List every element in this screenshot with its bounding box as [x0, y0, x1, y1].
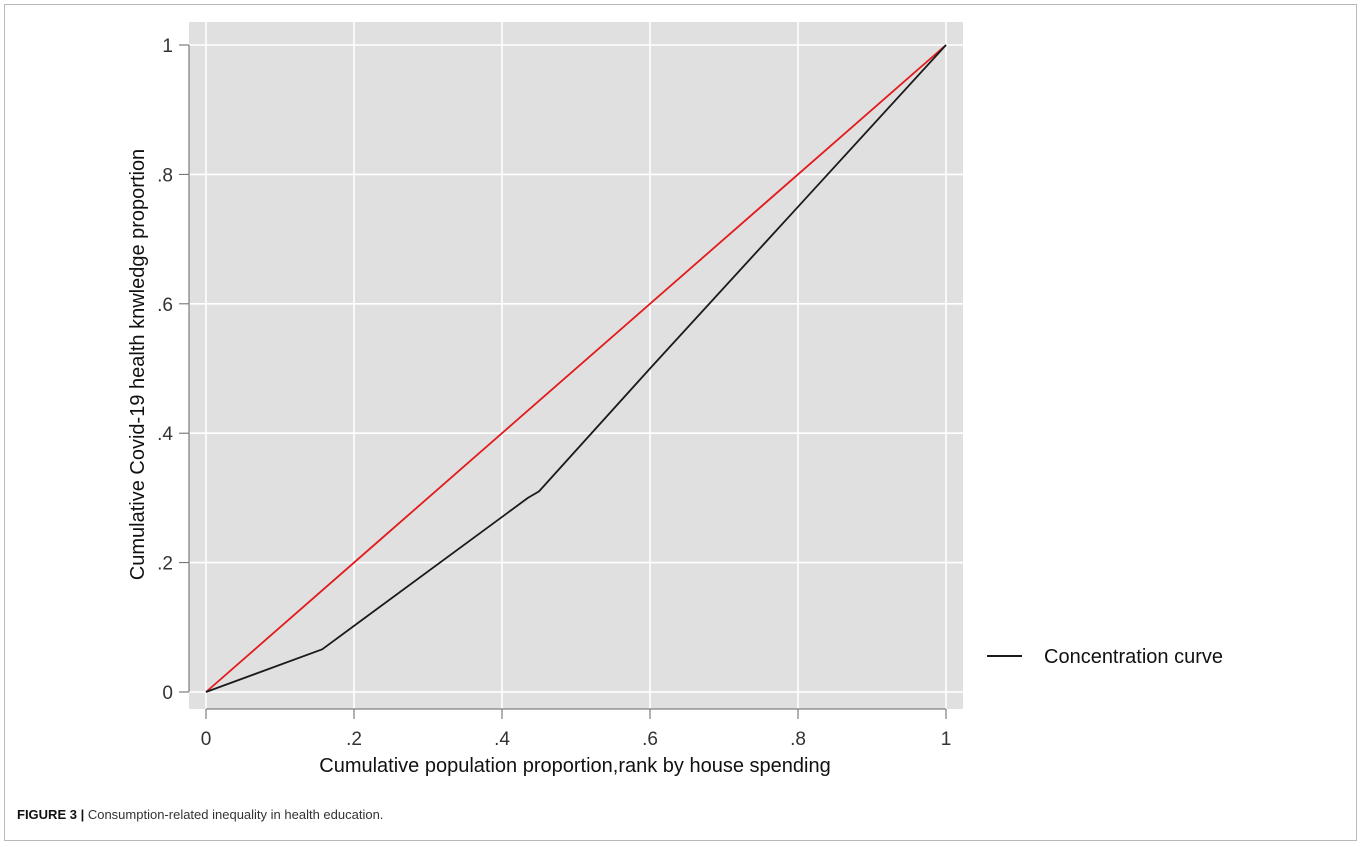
y-tick-label: .2: [157, 554, 173, 575]
y-tick-label: 0: [162, 683, 173, 704]
concentration-chart: 0 .2 .4 .6 .8 1 0 .2 .4 .6 .8 1 Cumulative populati…: [127, 22, 1223, 777]
x-tick-label: .2: [346, 729, 362, 750]
x-axis-title: Cumulative population proportion,rank by…: [319, 755, 830, 777]
grid: [189, 22, 963, 709]
x-tick-label: .8: [790, 729, 806, 750]
y-axis-title: Cumulative Covid-19 health knwledge prop…: [127, 149, 149, 580]
series-line-concentration-curve: [205, 44, 947, 693]
x-tick-label: .4: [494, 729, 510, 750]
series: [205, 44, 947, 693]
y-tick-label: 1: [162, 36, 173, 57]
figure-frame: [4, 4, 1357, 841]
y-tick-label: .8: [157, 165, 173, 186]
series-line-equality: [205, 44, 947, 693]
legend-label-concentration-curve: Concentration curve: [1044, 646, 1223, 668]
y-tick-label: .6: [157, 295, 173, 316]
y-tick-label: .4: [157, 424, 173, 445]
figure-label: FIGURE 3 |: [17, 807, 85, 822]
x-tick-label: 1: [941, 729, 952, 750]
x-tick-label: 0: [201, 729, 212, 750]
figure-caption-text: Consumption-related inequality in health…: [87, 807, 384, 822]
figure-caption: FIGURE 3 | Consumption-related inequalit…: [17, 807, 383, 822]
axes: 0 .2 .4 .6 .8 1 0 .2 .4 .6 .8 1: [157, 36, 951, 750]
x-tick-label: .6: [642, 729, 658, 750]
legend: Concentration curve: [987, 646, 1223, 668]
